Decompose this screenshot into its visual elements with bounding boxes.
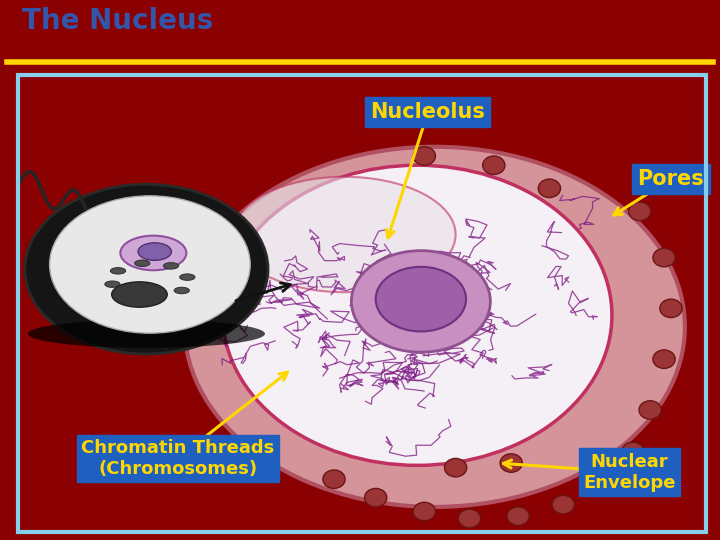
Ellipse shape	[28, 320, 265, 348]
Text: The Nucleus: The Nucleus	[22, 7, 213, 35]
Text: Nucleolus: Nucleolus	[370, 102, 485, 122]
Ellipse shape	[660, 299, 682, 318]
Ellipse shape	[590, 475, 613, 493]
Text: Nuclear
Envelope: Nuclear Envelope	[583, 453, 675, 492]
Ellipse shape	[120, 235, 186, 271]
Ellipse shape	[444, 458, 467, 477]
Ellipse shape	[413, 147, 436, 165]
Ellipse shape	[459, 509, 481, 528]
Ellipse shape	[621, 442, 644, 461]
Ellipse shape	[184, 147, 685, 507]
Ellipse shape	[233, 177, 456, 292]
Ellipse shape	[24, 184, 268, 354]
Ellipse shape	[50, 196, 250, 333]
Ellipse shape	[135, 260, 150, 266]
Ellipse shape	[413, 502, 436, 521]
Ellipse shape	[507, 507, 529, 525]
Ellipse shape	[163, 262, 179, 269]
Ellipse shape	[500, 454, 522, 472]
Ellipse shape	[364, 488, 387, 507]
Ellipse shape	[150, 295, 165, 301]
Ellipse shape	[552, 495, 575, 514]
Ellipse shape	[629, 202, 651, 221]
Ellipse shape	[376, 267, 466, 332]
Ellipse shape	[138, 243, 171, 260]
Ellipse shape	[180, 274, 195, 280]
Text: Chromatin Threads
(Chromosomes): Chromatin Threads (Chromosomes)	[81, 439, 274, 478]
Ellipse shape	[121, 292, 136, 299]
Ellipse shape	[110, 268, 126, 274]
Ellipse shape	[653, 350, 675, 368]
Ellipse shape	[223, 165, 612, 465]
Ellipse shape	[105, 281, 120, 287]
Ellipse shape	[351, 251, 490, 352]
Ellipse shape	[112, 282, 167, 307]
Ellipse shape	[323, 470, 345, 488]
Ellipse shape	[482, 156, 505, 174]
Text: Pores: Pores	[638, 169, 704, 189]
Ellipse shape	[653, 248, 675, 267]
Ellipse shape	[174, 287, 189, 294]
Ellipse shape	[639, 401, 661, 419]
Ellipse shape	[539, 179, 560, 198]
